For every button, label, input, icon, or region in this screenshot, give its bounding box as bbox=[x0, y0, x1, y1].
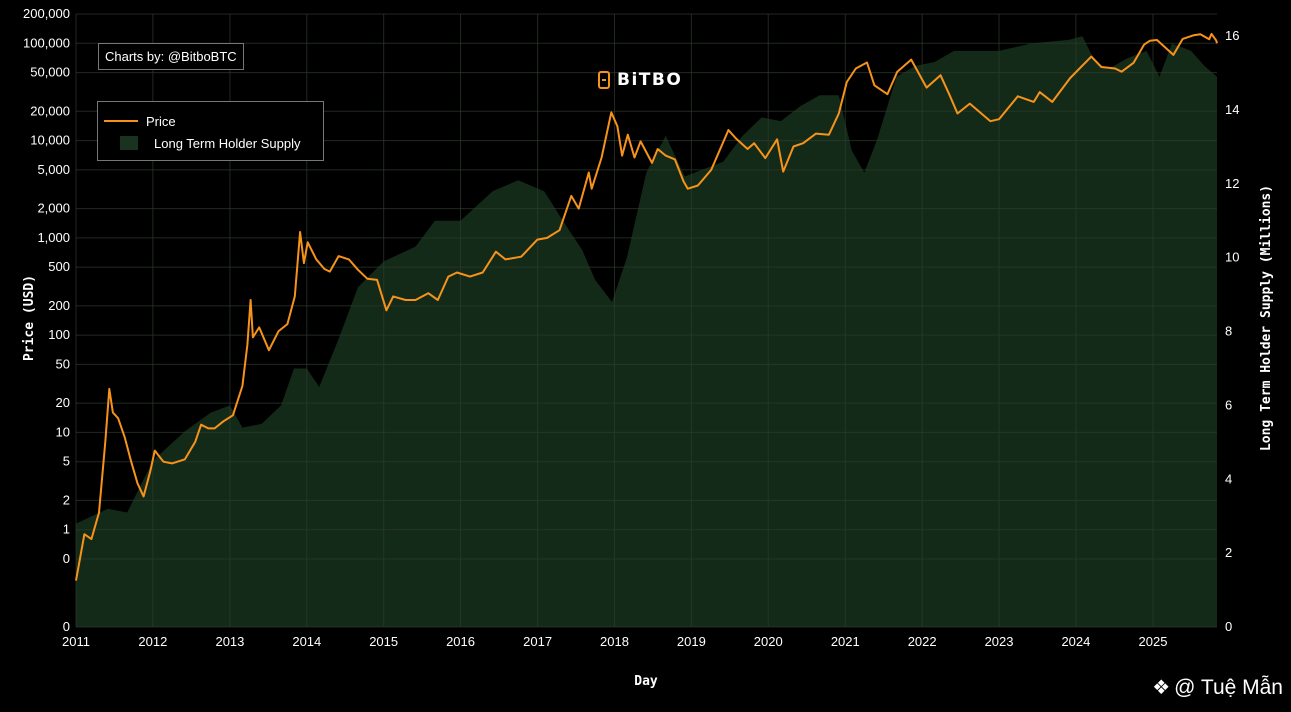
y2-tick-label: 0 bbox=[1225, 619, 1232, 634]
y-tick-label: 2 bbox=[63, 492, 70, 507]
y-tick-label: 0 bbox=[63, 619, 70, 634]
y-tick-label: 1 bbox=[63, 522, 70, 537]
watermark: ❖ @ Tuệ Mẫn bbox=[1152, 675, 1283, 700]
y-tick-label: 0 bbox=[63, 551, 70, 566]
price-line-swatch bbox=[104, 120, 138, 122]
brand-name: BiTBO bbox=[617, 70, 683, 90]
series-supply-area bbox=[76, 36, 1217, 627]
bitbo-logo-icon bbox=[598, 71, 610, 89]
y2-tick-label: 10 bbox=[1225, 250, 1239, 265]
y-tick-label: 2,000 bbox=[37, 201, 70, 216]
y-tick-label: 10 bbox=[56, 424, 70, 439]
x-tick-label: 2022 bbox=[908, 634, 937, 649]
y2-tick-label: 8 bbox=[1225, 324, 1232, 339]
y-tick-label: 50 bbox=[56, 356, 70, 371]
x-axis-title: Day bbox=[634, 674, 658, 689]
legend-item-price[interactable]: Price bbox=[98, 110, 323, 132]
x-tick-label: 2011 bbox=[62, 634, 90, 649]
y2-tick-label: 16 bbox=[1225, 28, 1239, 43]
x-tick-label: 2023 bbox=[985, 634, 1014, 649]
y2-tick-label: 6 bbox=[1225, 397, 1232, 412]
x-tick-label: 2025 bbox=[1139, 634, 1168, 649]
y-tick-label: 50,000 bbox=[30, 65, 70, 80]
series-price-line bbox=[75, 32, 1218, 581]
y2-tick-label: 12 bbox=[1225, 176, 1239, 191]
legend-label-supply: Long Term Holder Supply bbox=[154, 135, 301, 151]
x-tick-label: 2016 bbox=[446, 634, 475, 649]
y-tick-label: 500 bbox=[48, 259, 70, 274]
x-tick-label: 2015 bbox=[369, 634, 398, 649]
y2-axis-title: Long Term Holder Supply (Millions) bbox=[1259, 185, 1274, 451]
plot-area: 001251020501002005001,0002,0005,00010,00… bbox=[23, 6, 1239, 649]
x-tick-label: 2020 bbox=[754, 634, 783, 649]
x-tick-label: 2017 bbox=[523, 634, 552, 649]
x-tick-label: 2014 bbox=[292, 634, 321, 649]
chart-credit: Charts by: @BitboBTC bbox=[98, 43, 244, 70]
y-tick-label: 200,000 bbox=[23, 6, 70, 21]
binance-diamond-icon: ❖ bbox=[1152, 677, 1171, 699]
watermark-text: @ Tuệ Mẫn bbox=[1174, 675, 1283, 699]
legend: Price Long Term Holder Supply bbox=[97, 101, 324, 161]
y2-tick-label: 14 bbox=[1225, 102, 1239, 117]
y-tick-label: 100,000 bbox=[23, 35, 70, 50]
y-tick-label: 1,000 bbox=[37, 230, 70, 245]
brand: BiTBO bbox=[598, 70, 682, 90]
x-tick-label: 2013 bbox=[215, 634, 244, 649]
y2-tick-label: 2 bbox=[1225, 545, 1232, 560]
y-tick-label: 20 bbox=[56, 395, 70, 410]
y-tick-label: 10,000 bbox=[30, 133, 70, 148]
legend-label-price: Price bbox=[146, 113, 176, 129]
y-tick-label: 20,000 bbox=[30, 103, 70, 118]
supply-area-swatch bbox=[120, 136, 138, 150]
y-tick-label: 5 bbox=[63, 454, 70, 469]
x-tick-label: 2024 bbox=[1061, 634, 1090, 649]
legend-item-supply[interactable]: Long Term Holder Supply bbox=[98, 132, 323, 154]
y-tick-label: 200 bbox=[48, 298, 70, 313]
y2-tick-label: 4 bbox=[1225, 471, 1232, 486]
y-axis-title: Price (USD) bbox=[22, 275, 37, 361]
x-tick-label: 2021 bbox=[831, 634, 860, 649]
y-tick-label: 5,000 bbox=[37, 162, 70, 177]
x-tick-label: 2012 bbox=[138, 634, 167, 649]
y-tick-label: 100 bbox=[48, 327, 70, 342]
x-tick-label: 2018 bbox=[600, 634, 629, 649]
x-tick-label: 2019 bbox=[677, 634, 706, 649]
